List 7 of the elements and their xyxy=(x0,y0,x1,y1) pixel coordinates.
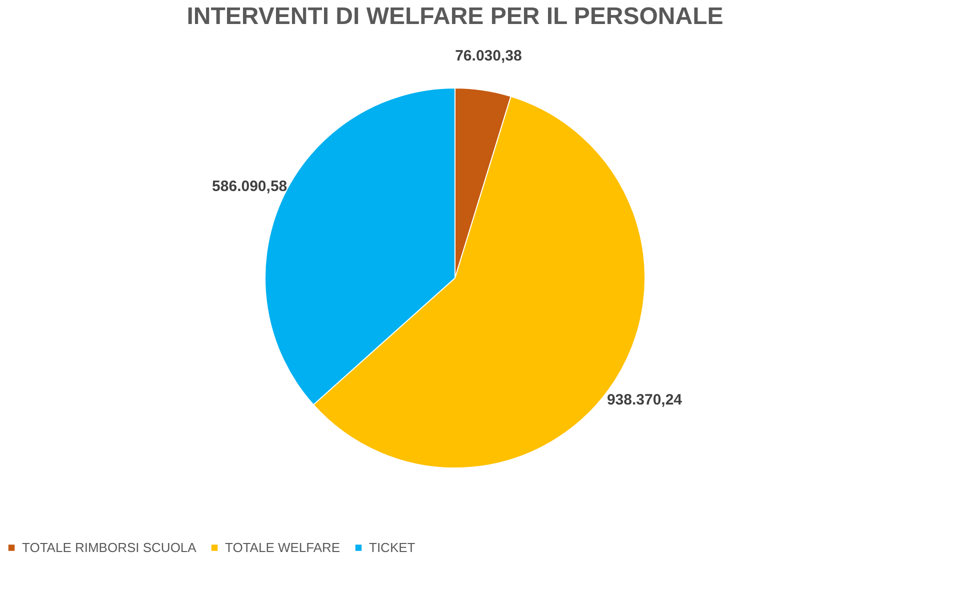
chart-title: INTERVENTI DI WELFARE PER IL PERSONALE xyxy=(186,3,724,30)
data-label: 938.370,24 xyxy=(606,391,683,408)
data-label: 76.030,38 xyxy=(455,48,522,64)
legend-label: TOTALE RIMBORSI SCUOLA xyxy=(22,540,197,555)
legend-label: TICKET xyxy=(369,540,416,555)
legend-label: TOTALE WELFARE xyxy=(225,540,340,555)
data-label: 586.090,58 xyxy=(212,178,288,196)
